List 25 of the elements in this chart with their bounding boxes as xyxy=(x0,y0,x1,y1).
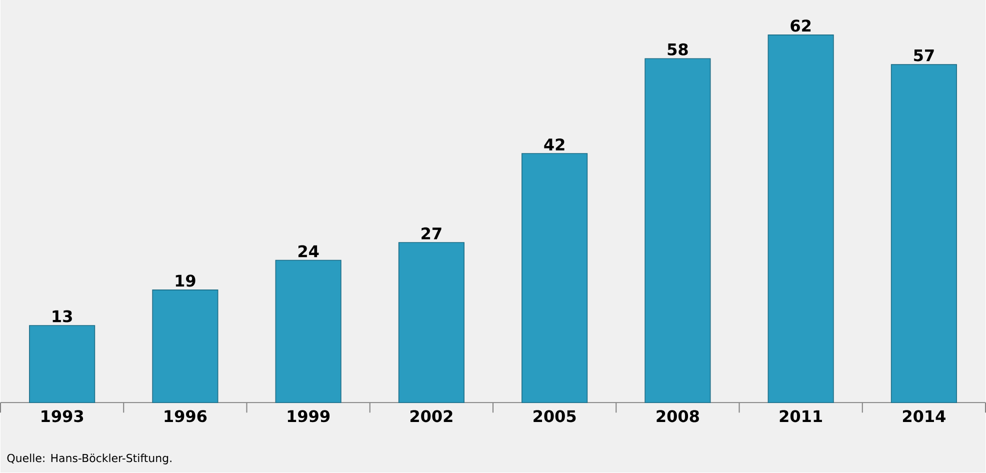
data-label: 42 xyxy=(544,138,564,151)
x-tick-label: 2005 xyxy=(534,410,576,422)
x-tick-label: 1999 xyxy=(288,410,330,422)
bar xyxy=(768,34,834,404)
data-label: 62 xyxy=(790,20,811,32)
x-tick-label: 1996 xyxy=(164,410,207,422)
x-tick-label: 2008 xyxy=(656,410,699,422)
bar xyxy=(398,242,464,404)
bar xyxy=(275,260,342,404)
x-tick-label: 2011 xyxy=(780,410,822,422)
data-label: 57 xyxy=(914,50,934,62)
source-note: Quelle: Hans-Böckler-Stiftung. xyxy=(7,454,172,465)
data-label: 13 xyxy=(52,310,72,323)
bar xyxy=(890,64,957,404)
bar xyxy=(29,325,96,404)
data-label: 19 xyxy=(176,274,196,287)
data-label: 58 xyxy=(668,44,688,56)
data-label: 27 xyxy=(422,228,442,240)
x-tick-label: 2014 xyxy=(902,410,946,422)
x-tick-label: 2002 xyxy=(410,410,452,422)
bar xyxy=(644,58,711,404)
x-tick-label: 1993 xyxy=(42,410,84,422)
bar xyxy=(522,153,588,404)
data-label: 24 xyxy=(298,245,319,258)
bar xyxy=(152,290,218,404)
